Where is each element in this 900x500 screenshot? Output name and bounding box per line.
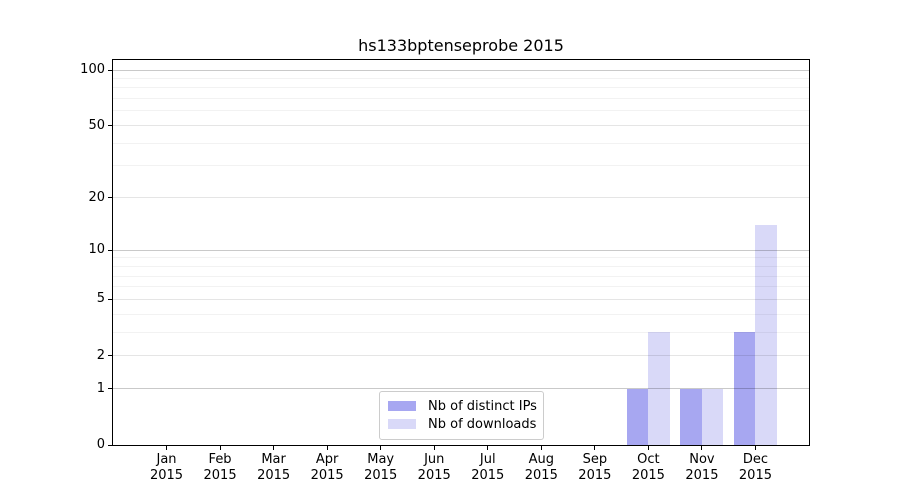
x-tick-month: Nov — [689, 452, 715, 467]
x-tick-mark-feb — [219, 445, 221, 450]
x-tick-month: Jan — [156, 452, 177, 467]
y-tick-label-10: 10 — [88, 242, 105, 258]
gridline-3 — [113, 331, 809, 333]
x-tick-month: May — [367, 452, 395, 467]
x-tick-year: 2015 — [257, 468, 291, 483]
gridline-7 — [113, 275, 809, 277]
x-tick-mark-mar — [273, 445, 275, 450]
x-tick-year: 2015 — [685, 468, 719, 483]
x-tick-label-mar: Mar 2015 — [242, 452, 306, 484]
chart-title: hs133bptenseprobe 2015 — [358, 36, 564, 55]
x-tick-year: 2015 — [417, 468, 451, 483]
x-tick-mark-aug — [540, 445, 542, 450]
x-tick-year: 2015 — [471, 468, 505, 483]
x-tick-label-may: May 2015 — [349, 452, 413, 484]
gridline-20 — [113, 197, 809, 199]
x-tick-label-jul: Jul 2015 — [456, 452, 520, 484]
x-tick-year: 2015 — [738, 468, 772, 483]
x-tick-label-apr: Apr 2015 — [295, 452, 359, 484]
y-tick-mark-0 — [108, 444, 113, 446]
gridline-10 — [113, 249, 809, 251]
legend-label-downloads: Nb of downloads — [428, 416, 537, 432]
bar-downloads-nov-2015 — [701, 388, 724, 445]
x-tick-year: 2015 — [364, 468, 398, 483]
x-tick-label-feb: Feb 2015 — [188, 452, 252, 484]
plot-area: 0 1 2 5 10 20 50 100 Jan 2015 Feb 2015 Mar 2015 Apr 201… — [80, 59, 810, 483]
gridline-50 — [113, 125, 809, 127]
x-tick-month: Jun — [424, 452, 445, 467]
legend-item-downloads: Nb of downloads — [388, 415, 537, 433]
x-tick-month: Dec — [742, 452, 769, 467]
gridline-2 — [113, 355, 809, 357]
gridline-90 — [113, 77, 809, 79]
legend-item-distinct-ips: Nb of distinct IPs — [388, 397, 537, 415]
x-tick-label-jun: Jun 2015 — [402, 452, 466, 484]
y-tick-mark-20 — [108, 197, 113, 199]
x-tick-mark-jan — [166, 445, 168, 450]
bar-distinct-ips-nov-2015 — [680, 388, 702, 445]
gridline-5 — [113, 298, 809, 300]
gridline-30 — [113, 165, 809, 167]
legend-swatch-distinct-ips — [388, 401, 416, 411]
gridline-9 — [113, 257, 809, 259]
bar-distinct-ips-dec-2015 — [733, 332, 756, 445]
bar-distinct-ips-oct-2015 — [626, 388, 649, 445]
x-tick-label-jan: Jan 2015 — [135, 452, 199, 484]
x-tick-mark-nov — [701, 445, 703, 450]
y-tick-label-2: 2 — [96, 347, 105, 363]
x-tick-label-sep: Sep 2015 — [563, 452, 627, 484]
legend: Nb of distinct IPs Nb of downloads — [379, 391, 544, 440]
x-tick-mark-dec — [754, 445, 756, 450]
bar-downloads-dec-2015 — [755, 224, 777, 445]
y-tick-mark-50 — [108, 125, 113, 127]
x-tick-year: 2015 — [578, 468, 612, 483]
gridline-1 — [113, 388, 809, 390]
gridline-70 — [113, 98, 809, 100]
y-tick-label-0: 0 — [96, 437, 105, 452]
y-tick-mark-1 — [108, 388, 113, 390]
x-tick-month: Apr — [315, 452, 339, 467]
x-tick-year: 2015 — [310, 468, 344, 483]
x-tick-month: Sep — [582, 452, 608, 467]
legend-label-distinct-ips: Nb of distinct IPs — [428, 398, 537, 414]
y-tick-mark-100 — [108, 69, 113, 71]
x-tick-year: 2015 — [149, 468, 184, 483]
x-tick-mark-may — [380, 445, 382, 450]
legend-swatch-downloads — [388, 419, 416, 429]
bar-downloads-oct-2015 — [648, 332, 670, 445]
y-tick-label-5: 5 — [96, 291, 105, 307]
x-tick-label-aug: Aug 2015 — [509, 452, 573, 484]
gridline-40 — [113, 142, 809, 144]
x-tick-label-nov: Nov 2015 — [670, 452, 734, 484]
x-tick-mark-sep — [594, 445, 596, 450]
gridline-100 — [113, 69, 809, 71]
gridline-80 — [113, 87, 809, 89]
x-tick-year: 2015 — [524, 468, 558, 483]
y-tick-label-100: 100 — [80, 62, 105, 77]
gridline-6 — [113, 286, 809, 288]
x-tick-label-dec: Dec 2015 — [723, 452, 787, 484]
x-tick-mark-jul — [487, 445, 489, 450]
gridline-4 — [113, 313, 809, 315]
y-tick-label-1: 1 — [96, 380, 105, 396]
y-tick-mark-5 — [108, 298, 113, 300]
x-tick-month: Feb — [208, 452, 232, 467]
gridline-60 — [113, 110, 809, 112]
x-tick-month: Mar — [261, 452, 286, 467]
y-tick-mark-2 — [108, 355, 113, 357]
x-tick-month: Oct — [637, 452, 660, 467]
y-tick-label-50: 50 — [88, 117, 105, 133]
x-tick-mark-oct — [647, 445, 649, 450]
x-tick-year: 2015 — [631, 468, 665, 483]
x-tick-year: 2015 — [203, 468, 237, 483]
y-tick-label-20: 20 — [88, 189, 105, 205]
x-tick-month: Aug — [528, 452, 554, 467]
gridline-8 — [113, 265, 809, 267]
x-tick-mark-apr — [326, 445, 328, 450]
y-tick-mark-10 — [108, 249, 113, 251]
x-tick-mark-jun — [433, 445, 435, 450]
x-tick-label-oct: Oct 2015 — [616, 452, 680, 484]
x-tick-month: Jul — [479, 452, 496, 467]
